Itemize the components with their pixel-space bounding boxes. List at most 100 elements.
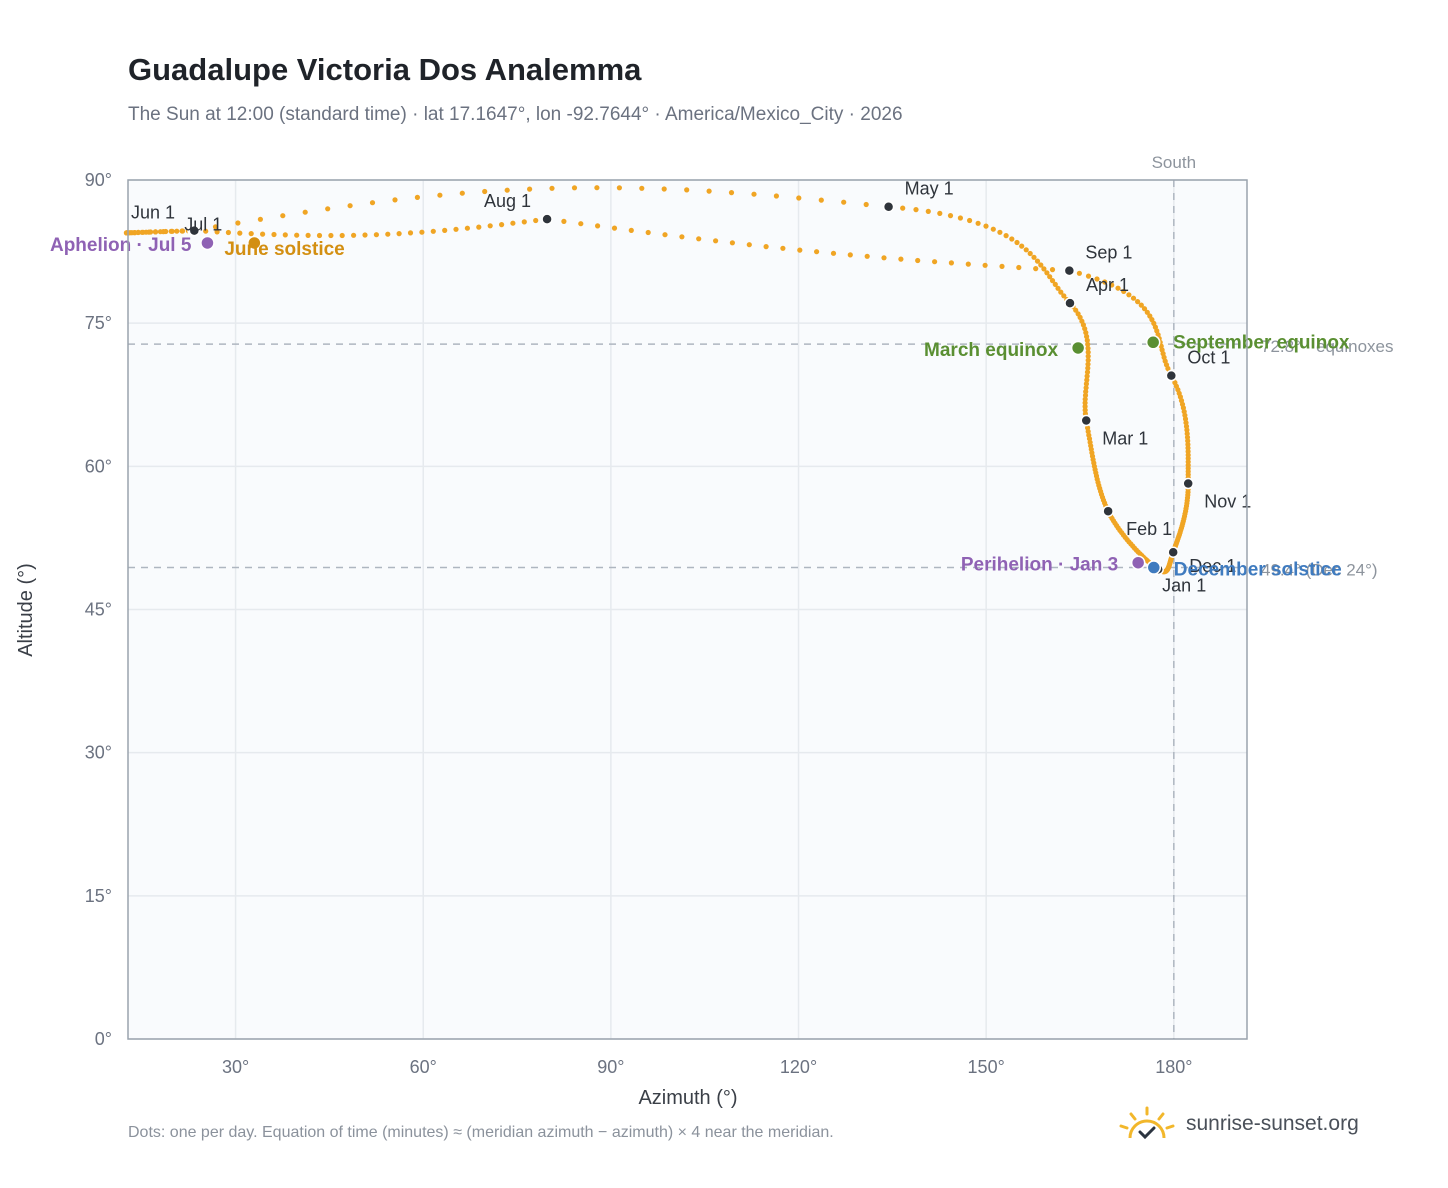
- daily-dot: [168, 228, 174, 234]
- footnote: Dots: one per day. Equation of time (min…: [128, 1124, 834, 1141]
- x-tick-label: 180°: [1155, 1057, 1192, 1077]
- plot-frame: [127, 179, 1248, 1040]
- sun-logo-icon: [1119, 1106, 1175, 1140]
- daily-dot: [728, 190, 735, 196]
- daily-dot: [549, 185, 555, 191]
- daily-dot: [948, 260, 955, 266]
- daily-dot: [174, 228, 180, 234]
- daily-dot: [1033, 266, 1039, 272]
- daily-dot: [1031, 254, 1037, 260]
- daily-dot: [347, 203, 353, 209]
- daily-dot: [271, 231, 277, 238]
- reference-line-label: 49.4° (Dec 24°): [1261, 561, 1378, 580]
- daily-dot: [645, 229, 651, 236]
- daily-dot: [1083, 389, 1089, 395]
- daily-dot: [1047, 274, 1053, 280]
- axis-ticks: 30° 60° 90° 120° 150° 180° 0° 15° 30° 45° 60° 75° 90…: [85, 170, 1193, 1077]
- daily-dot: [373, 232, 379, 238]
- month-marker: [1063, 264, 1076, 277]
- daily-dot: [294, 232, 300, 238]
- daily-dot: [487, 223, 493, 229]
- daily-dot: [225, 229, 231, 236]
- daily-dot: [527, 186, 533, 192]
- daily-dot: [982, 262, 988, 268]
- daily-dot: [864, 253, 870, 259]
- markers: Jan 1 Feb 1 Mar 1 Apr 1 May 1 Jun 1 Jul 1 Aug 1…: [50, 179, 1350, 596]
- x-tick-label: 150°: [968, 1057, 1005, 1077]
- month-label: Jul 1: [184, 215, 222, 235]
- daily-dot: [818, 197, 824, 203]
- month-label: Jun 1: [131, 203, 175, 223]
- daily-dot: [1076, 270, 1082, 276]
- daily-dot: [746, 242, 752, 248]
- daily-dot: [351, 232, 357, 238]
- daily-dot: [139, 229, 145, 235]
- daily-dot: [163, 228, 169, 235]
- daily-dot: [1115, 285, 1121, 291]
- daily-dot: [1009, 236, 1015, 242]
- daily-dot: [863, 201, 869, 208]
- daily-dot: [684, 187, 690, 193]
- daily-dot: [1082, 403, 1088, 410]
- daily-dot: [729, 240, 736, 246]
- month-label: Sep 1: [1085, 243, 1132, 263]
- daily-dot: [419, 229, 425, 235]
- daily-dot: [925, 208, 931, 214]
- daily-dot: [325, 206, 331, 212]
- event-marker: [1145, 335, 1161, 350]
- daily-dot: [1044, 270, 1050, 276]
- daily-dot: [1083, 330, 1089, 336]
- daily-dot: [616, 185, 623, 191]
- daily-dot: [1085, 345, 1091, 351]
- daily-dot: [1085, 357, 1091, 363]
- y-tick-label: 90°: [85, 170, 112, 190]
- y-tick-label: 0°: [95, 1029, 112, 1049]
- daily-dot: [214, 229, 220, 235]
- month-label: Feb 1: [1126, 519, 1172, 539]
- daily-dot: [157, 229, 163, 235]
- event-label: September equinox: [1173, 332, 1350, 353]
- event-marker: [247, 235, 262, 251]
- daily-dot: [280, 213, 286, 219]
- daily-dot: [1085, 341, 1091, 347]
- daily-dot: [369, 200, 376, 206]
- event-marker: [1130, 555, 1146, 570]
- month-marker: [1064, 297, 1076, 309]
- daily-dot: [1121, 288, 1127, 294]
- daily-dot: [595, 223, 601, 229]
- daily-dot: [997, 229, 1003, 235]
- month-label: Apr 1: [1086, 275, 1129, 295]
- daily-dot: [932, 259, 938, 265]
- daily-dot: [1126, 292, 1132, 298]
- daily-dot: [594, 185, 600, 191]
- daily-dot: [482, 188, 488, 195]
- event-marker: [1070, 340, 1086, 356]
- month-label: Jan 1: [1162, 575, 1206, 595]
- y-tick-label: 45°: [85, 600, 112, 620]
- daily-dot: [1084, 369, 1091, 375]
- daily-dot: [212, 224, 219, 230]
- month-marker: [541, 213, 553, 225]
- daily-dot: [965, 261, 971, 267]
- daily-dot: [499, 222, 505, 228]
- daily-dot: [248, 231, 254, 237]
- daily-dot: [773, 193, 780, 199]
- daily-dot: [990, 226, 996, 232]
- daily-dot: [628, 227, 634, 233]
- brand[interactable]: sunrise-sunset.org: [1118, 1100, 1359, 1148]
- daily-dot: [1144, 309, 1150, 315]
- daily-dot: [1061, 293, 1067, 299]
- daily-dot: [796, 195, 802, 201]
- daily-dot: [999, 263, 1005, 269]
- daily-dot: [1003, 233, 1009, 239]
- daily-dot: [1052, 281, 1058, 287]
- daily-dot: [1130, 295, 1137, 301]
- daily-dot: [305, 232, 311, 238]
- daily-dot: [180, 228, 186, 234]
- daily-dot: [571, 185, 578, 191]
- daily-dot: [561, 218, 567, 224]
- daily-dot: [706, 188, 712, 194]
- reference-line-label: 72.8° · equinoxes: [1261, 337, 1394, 356]
- x-axis-label: Azimuth (°): [638, 1087, 737, 1109]
